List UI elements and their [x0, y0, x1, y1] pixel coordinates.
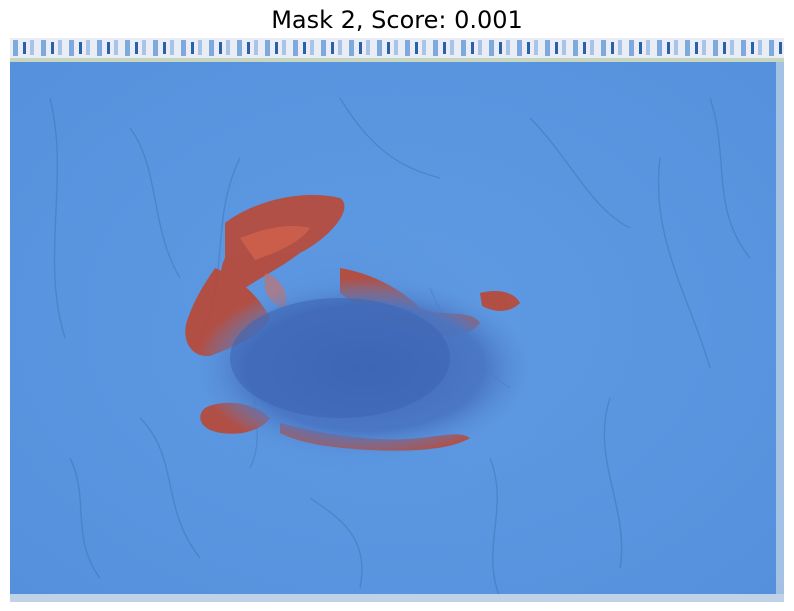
top-strip-edge: [10, 58, 784, 62]
figure-title: Mask 2, Score: 0.001: [271, 6, 523, 34]
mask-overlay-image: [10, 38, 784, 602]
top-strip: [10, 38, 784, 60]
lesion-core: [230, 298, 450, 418]
right-edge: [776, 62, 784, 594]
bottom-edge: [10, 594, 784, 602]
skin-image-canvas: [10, 38, 784, 602]
